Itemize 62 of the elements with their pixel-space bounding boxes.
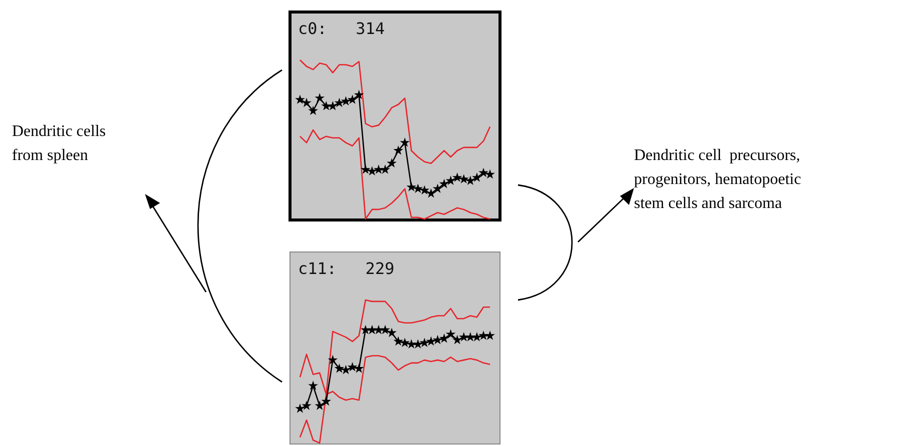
point [420, 338, 430, 348]
point [420, 185, 430, 195]
point [380, 324, 390, 334]
chart-title: c11: 229 [298, 259, 394, 278]
point [446, 176, 456, 186]
point [432, 334, 443, 344]
point [393, 336, 404, 346]
point [354, 90, 364, 100]
point [452, 172, 462, 182]
point [340, 96, 351, 106]
point [426, 188, 436, 198]
point [426, 336, 436, 346]
point [400, 138, 410, 147]
point [452, 334, 462, 344]
text: Dendritic cell precursors, progenitors, hematopoetic stem cells and sarcoma [634, 147, 802, 212]
point [478, 330, 488, 340]
point [478, 168, 488, 178]
point [354, 363, 364, 373]
point [472, 332, 482, 342]
point [374, 324, 384, 334]
point [374, 164, 384, 174]
point [406, 182, 416, 192]
point [386, 158, 397, 168]
point [347, 94, 358, 104]
point [485, 330, 495, 340]
point [340, 364, 351, 374]
point [439, 178, 450, 188]
point [458, 174, 469, 184]
point [328, 354, 338, 364]
point [413, 339, 423, 349]
point [334, 363, 344, 373]
point [367, 324, 377, 334]
point [314, 400, 325, 410]
point [334, 98, 344, 108]
point [439, 333, 450, 343]
point [400, 338, 410, 348]
point [386, 328, 397, 338]
point [360, 324, 370, 334]
point [465, 332, 476, 342]
point [406, 339, 416, 349]
point [308, 380, 318, 390]
point [295, 94, 305, 104]
point [302, 98, 312, 108]
point [360, 164, 370, 174]
text: Dendritic cells from spleen [12, 123, 106, 164]
point [413, 184, 423, 193]
point [393, 145, 404, 155]
chart-title: c0: 314 [298, 19, 385, 38]
point [432, 184, 443, 193]
point [458, 332, 469, 342]
point [295, 404, 305, 413]
point [380, 164, 390, 174]
point [367, 166, 377, 176]
point [308, 106, 318, 116]
point [314, 92, 325, 102]
point [446, 329, 456, 338]
point [485, 169, 495, 179]
point [302, 400, 312, 410]
point [465, 176, 476, 186]
point [347, 362, 358, 372]
point [321, 396, 332, 406]
point [472, 172, 482, 182]
